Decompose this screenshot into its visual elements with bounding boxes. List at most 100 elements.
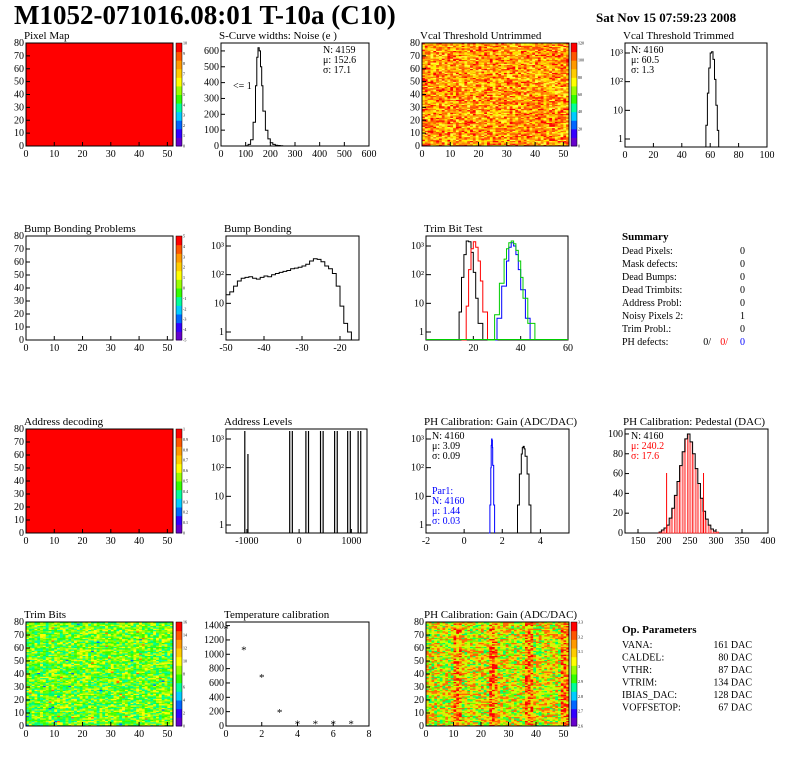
heatmap-cell (470, 57, 474, 59)
heatmap-cell (424, 75, 428, 77)
heatmap-cell (563, 90, 567, 93)
palette-tick-label: 1 (183, 427, 185, 432)
heatmap-cell (506, 72, 510, 75)
heatmap-cell (464, 79, 468, 81)
heatmap-cell (535, 45, 539, 48)
heatmap-cell (509, 139, 513, 142)
heatmap-cell (424, 100, 428, 103)
heatmap-cell (436, 70, 440, 72)
heatmap-cell (515, 68, 519, 71)
heatmap-cell (458, 79, 462, 81)
heatmap-cell (458, 112, 462, 115)
heatmap-cell (478, 84, 482, 86)
heatmap-cell (470, 67, 474, 69)
heatmap-cell (472, 54, 476, 57)
heatmap-cell (26, 666, 30, 668)
heatmap-cell (424, 94, 428, 96)
heatmap-cell (28, 680, 32, 682)
heatmap-cell (455, 73, 459, 76)
heatmap-cell (436, 107, 440, 109)
heatmap-cell (552, 45, 556, 48)
heatmap-cell (455, 107, 459, 109)
heatmap-cell (498, 64, 502, 67)
heatmap-cell (34, 693, 38, 695)
heatmap-cell (518, 72, 522, 75)
heatmap-cell (475, 67, 479, 69)
heatmap-cell (566, 138, 570, 140)
heatmap-cell (520, 73, 524, 76)
heatmap-cell (441, 82, 445, 85)
heatmap-cell (503, 125, 508, 127)
heatmap-cell (461, 76, 465, 78)
y-tick-label: 200 (204, 109, 219, 120)
heatmap-cell (526, 122, 530, 125)
heatmap-cell (467, 106, 471, 108)
heatmap-cell (543, 107, 547, 109)
x-tick-label: 10 (49, 536, 59, 547)
heatmap-cell (546, 115, 550, 117)
heatmap-cell (523, 136, 527, 139)
heatmap-cell (436, 134, 440, 136)
heatmap-cell (467, 88, 471, 90)
heatmap-cell (455, 138, 459, 140)
heatmap-cell (478, 80, 482, 82)
heatmap-cell (523, 80, 527, 82)
heatmap-cell (563, 48, 567, 50)
heatmap-cell (438, 80, 442, 82)
y-tick-label: 70 (410, 51, 420, 62)
heatmap-cell (492, 95, 496, 98)
heatmap-cell (484, 79, 488, 81)
heatmap-cell (557, 84, 561, 86)
heatmap-cell (492, 66, 496, 68)
heatmap-cell (506, 62, 510, 64)
heatmap-cell (537, 104, 541, 107)
heatmap-cell (433, 122, 437, 125)
heatmap-cell (518, 82, 522, 85)
heatmap-cell (455, 68, 459, 71)
heatmap-cell (481, 86, 485, 89)
heatmap-cell (433, 91, 437, 94)
heatmap-cell (549, 138, 553, 140)
heatmap-cell (481, 88, 485, 90)
heatmap-cell (529, 102, 533, 104)
heatmap-cell (529, 52, 533, 54)
heatmap-cell (526, 59, 530, 62)
heatmap-cell (501, 85, 505, 87)
heatmap-cell (450, 70, 454, 72)
heatmap-cell (535, 89, 539, 91)
heatmap-cell (535, 70, 539, 72)
plot-title: Bump Bonding (224, 223, 292, 235)
heatmap-cell (498, 76, 502, 78)
heatmap-cell (484, 111, 488, 113)
heatmap-cell (487, 112, 491, 115)
heatmap-cell (481, 82, 485, 85)
heatmap-cell (515, 107, 519, 109)
heatmap-cell (535, 62, 539, 64)
heatmap-cell (552, 129, 556, 131)
heatmap-cell (475, 131, 479, 134)
heatmap-cell (26, 701, 30, 703)
heatmap-cell (427, 117, 431, 120)
heatmap-cell (535, 104, 539, 107)
heatmap-cell (475, 126, 479, 129)
heatmap-cell (540, 62, 544, 64)
heatmap-cell (475, 138, 479, 140)
x-tick-label: 300 (709, 536, 724, 547)
heatmap-cell (552, 106, 556, 108)
heatmap-cell (526, 45, 530, 48)
heatmap-cell (487, 124, 491, 126)
heatmap-cell (481, 130, 485, 133)
heatmap-cell (498, 131, 502, 134)
heatmap-cell (537, 140, 541, 143)
heatmap-cell (498, 68, 502, 71)
heatmap-cell (557, 89, 561, 91)
heatmap-cell (453, 97, 457, 99)
heatmap-cell (424, 111, 428, 113)
palette-segment (176, 128, 182, 138)
heatmap-cell (427, 44, 431, 46)
heatmap-cell (515, 106, 519, 108)
heatmap-cell (554, 133, 558, 135)
heatmap-cell (37, 723, 41, 725)
heatmap-cell (464, 125, 468, 127)
heatmap-cell (478, 112, 482, 115)
